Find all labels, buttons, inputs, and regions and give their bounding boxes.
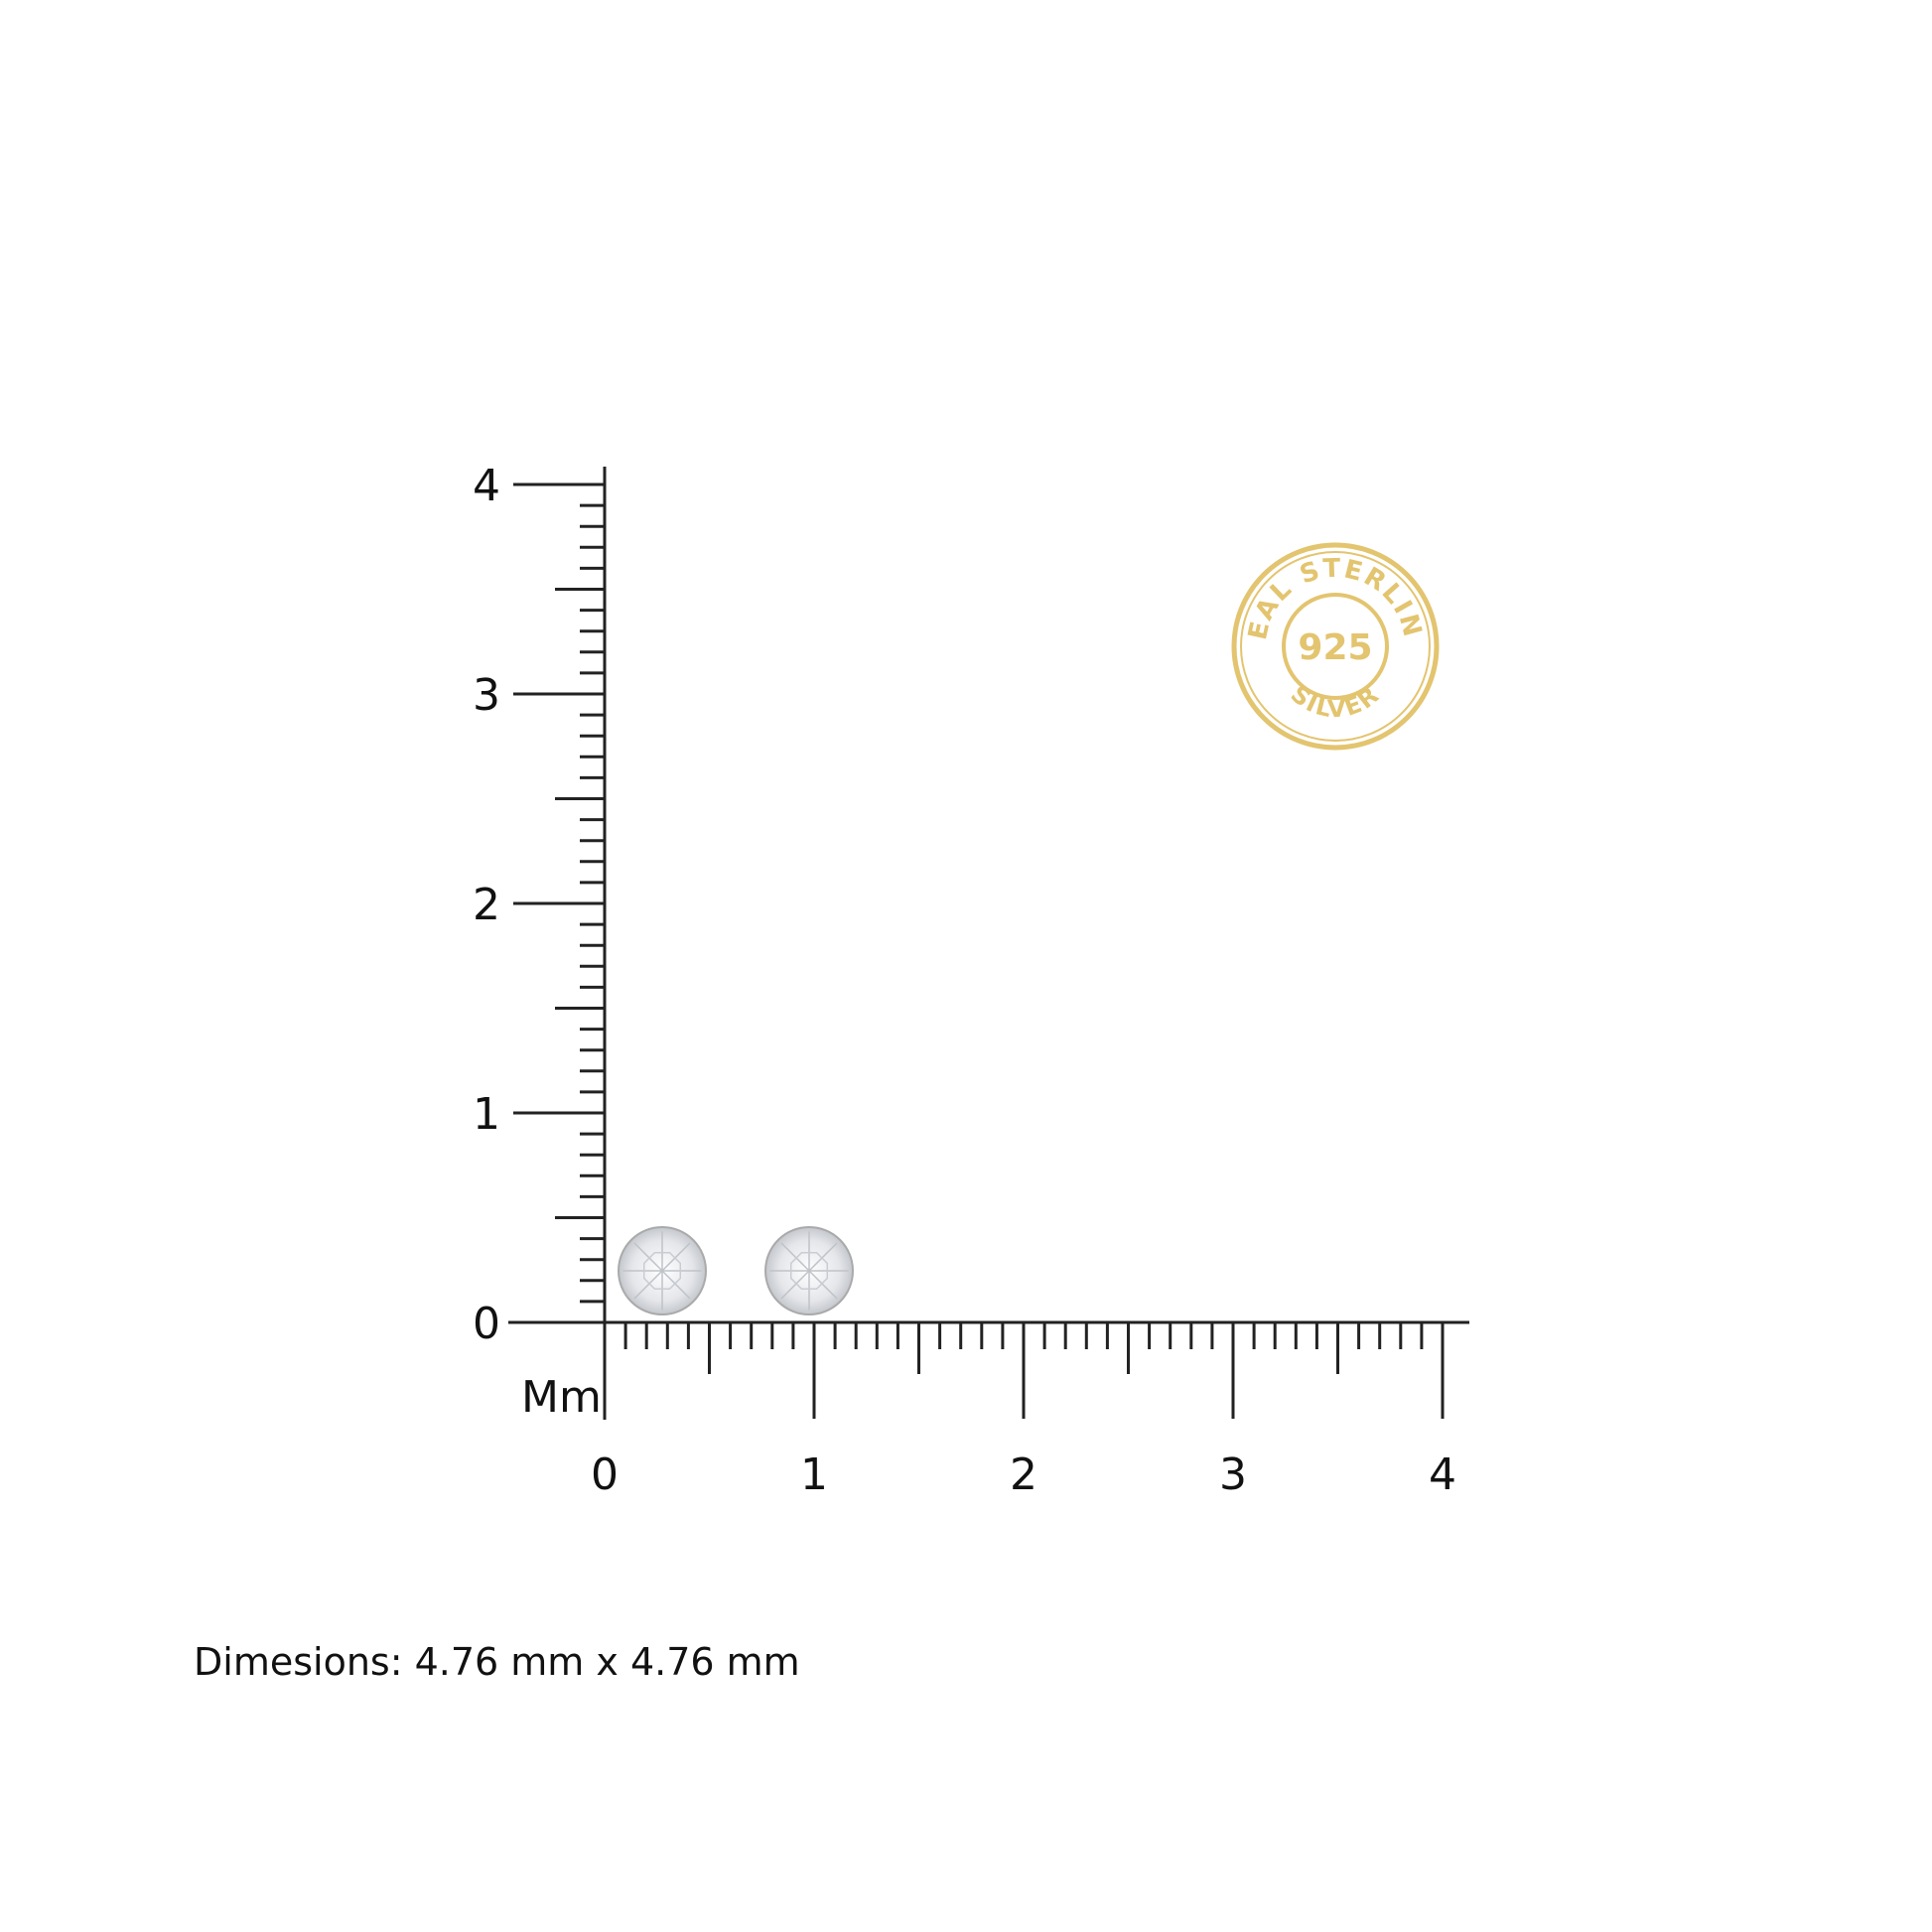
seal-inner-ring <box>1240 551 1431 742</box>
unit-label: Mm <box>521 1372 602 1423</box>
seal-center-ring <box>1282 593 1389 700</box>
y-tick-label: 2 <box>473 880 500 930</box>
x-tick-label: 1 <box>800 1449 828 1500</box>
gem-facet <box>780 1242 810 1272</box>
gem-facet <box>780 1270 810 1300</box>
y-tick-label: 1 <box>473 1089 500 1140</box>
gem-facet <box>808 1270 838 1300</box>
seal-center-text: 925 <box>1298 627 1372 668</box>
gem-facet <box>661 1242 691 1272</box>
x-tick-label: 2 <box>1010 1449 1037 1500</box>
seal-bottom-text: SILVER <box>1286 680 1386 723</box>
y-tick-label: 3 <box>473 670 500 721</box>
stud-earrings <box>618 1226 854 1315</box>
stud-earring <box>764 1226 854 1315</box>
x-tick-label: 3 <box>1219 1449 1247 1500</box>
gem-facet <box>633 1270 663 1300</box>
seal-outer-ring <box>1231 542 1440 751</box>
gem-facet <box>808 1242 838 1272</box>
seal-top-text: REAL STERLING <box>0 0 1428 642</box>
x-tick-label: 4 <box>1429 1449 1456 1500</box>
gem-facet <box>633 1242 663 1272</box>
gem-table <box>789 1251 829 1291</box>
ruler: 0 1 2 3 4 0 1 2 3 4 <box>473 461 1469 1500</box>
dimensions-text: Dimesions: 4.76 mm x 4.76 mm <box>194 1640 800 1684</box>
y-tick-label: 4 <box>473 461 500 511</box>
gem-facet <box>661 1270 691 1300</box>
gem-table <box>642 1251 682 1291</box>
y-tick-label: 0 <box>473 1299 500 1349</box>
x-tick-label: 0 <box>591 1449 619 1500</box>
stud-earring <box>618 1226 707 1315</box>
sterling-silver-seal: REAL STERLING 925 SILVER <box>0 0 1440 751</box>
